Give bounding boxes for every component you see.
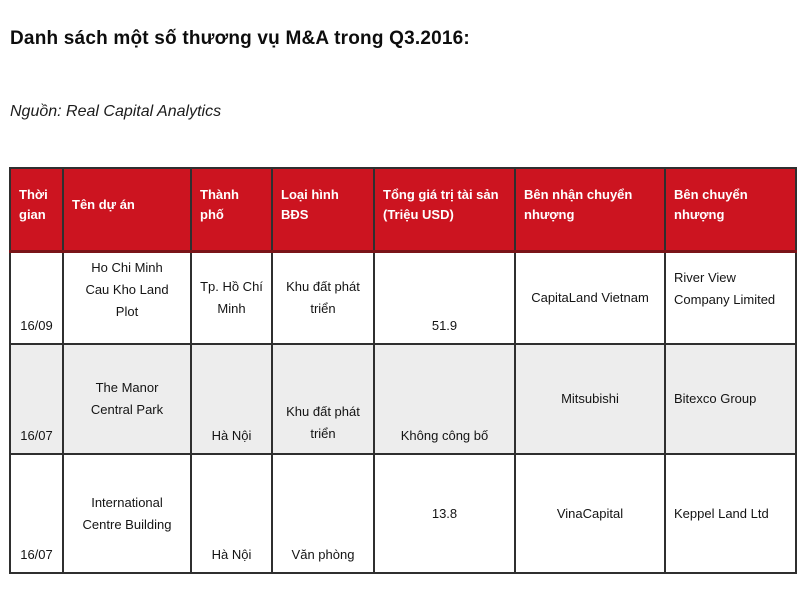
col-header-ten-du-an: Tên dự án bbox=[62, 167, 192, 253]
page-title: Danh sách một số thương vụ M&A trong Q3.… bbox=[10, 28, 470, 49]
col-header-tong-gia-tri: Tổng giá trị tài sản (Triệu USD) bbox=[373, 167, 516, 253]
ma-deals-table: Thời gian Tên dự án Thành phố Loại hình … bbox=[9, 167, 797, 574]
table-row: 16/07 International Centre Building Hà N… bbox=[9, 453, 797, 574]
table-header-row: Thời gian Tên dự án Thành phố Loại hình … bbox=[9, 167, 797, 253]
table-row: 16/07 The Manor Central Park Hà Nội Khu … bbox=[9, 343, 797, 455]
col-header-loai-hinh-bds: Loại hình BĐS bbox=[271, 167, 375, 253]
col-header-thoi-gian: Thời gian bbox=[9, 167, 64, 253]
cell-city: Hà Nội bbox=[190, 453, 273, 574]
cell-property-type: Văn phòng bbox=[271, 453, 375, 574]
cell-seller: Keppel Land Ltd bbox=[664, 453, 797, 574]
cell-project: Ho Chi Minh Cau Kho Land Plot bbox=[62, 250, 192, 345]
cell-property-type: Khu đất phát triển bbox=[271, 250, 375, 345]
cell-property-type: Khu đất phát triển bbox=[271, 343, 375, 455]
col-header-thanh-pho: Thành phố bbox=[190, 167, 273, 253]
col-header-ben-chuyen-nhuong: Bên chuyển nhượng bbox=[664, 167, 797, 253]
cell-city: Hà Nội bbox=[190, 343, 273, 455]
cell-buyer: VinaCapital bbox=[514, 453, 666, 574]
cell-date: 16/09 bbox=[9, 250, 64, 345]
cell-value: 51.9 bbox=[373, 250, 516, 345]
cell-buyer: CapitaLand Vietnam bbox=[514, 250, 666, 345]
cell-buyer: Mitsubishi bbox=[514, 343, 666, 455]
cell-value: 13.8 bbox=[373, 453, 516, 574]
source-note: Nguồn: Real Capital Analytics bbox=[10, 103, 222, 120]
cell-date: 16/07 bbox=[9, 343, 64, 455]
col-header-ben-nhan-chuyen-nhuong: Bên nhận chuyển nhượng bbox=[514, 167, 666, 253]
cell-seller: Bitexco Group bbox=[664, 343, 797, 455]
cell-project: International Centre Building bbox=[62, 453, 192, 574]
table-row: 16/09 Ho Chi Minh Cau Kho Land Plot Tp. … bbox=[9, 250, 797, 345]
cell-date: 16/07 bbox=[9, 453, 64, 574]
cell-seller: River View Company Limited bbox=[664, 250, 797, 345]
cell-project: The Manor Central Park bbox=[62, 343, 192, 455]
cell-city: Tp. Hồ Chí Minh bbox=[190, 250, 273, 345]
cell-value: Không công bố bbox=[373, 343, 516, 455]
